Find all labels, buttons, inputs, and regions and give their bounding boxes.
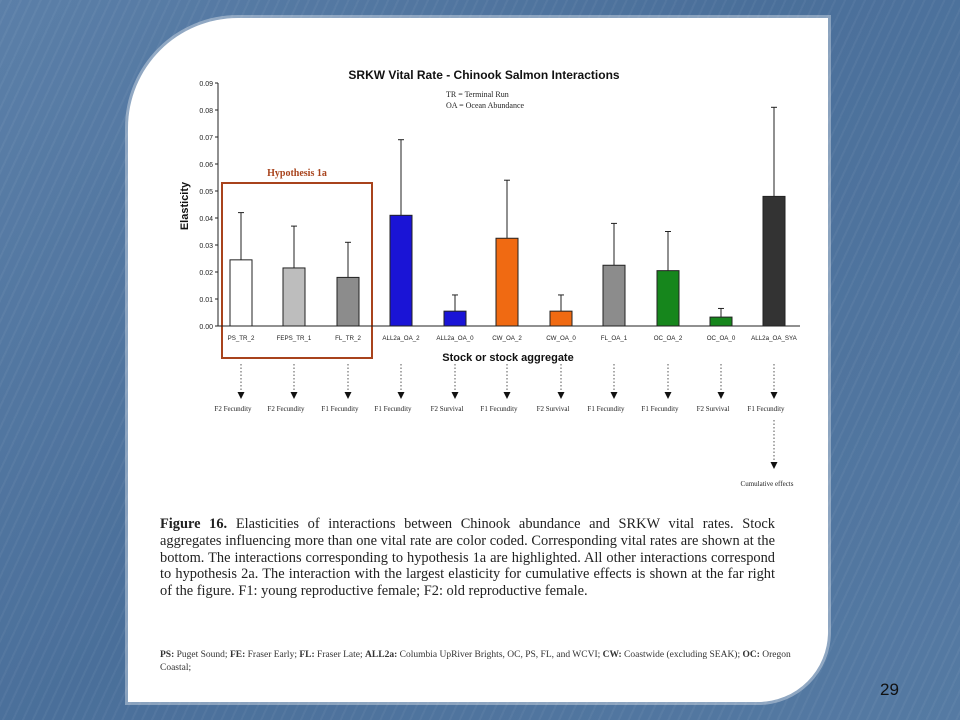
arrow-head <box>664 392 672 399</box>
arrow-head <box>717 392 725 399</box>
bar <box>709 316 733 327</box>
figure-caption: Figure 16. Elasticities of interactions … <box>160 516 775 600</box>
fl-val: Fraser Late; <box>317 650 363 660</box>
category-label: OC_OA_0 <box>707 335 736 342</box>
y-tick-label: 0.03 <box>199 243 213 250</box>
y-tick-label: 0.06 <box>199 162 213 169</box>
cw-val: Coastwide (excluding SEAK); <box>624 650 741 660</box>
arrow-head <box>397 392 405 399</box>
category-label: ALL2a_OA_0 <box>436 335 474 342</box>
category-label: OC_OA_2 <box>654 335 683 342</box>
vital-rate-label: F1 Fecundity <box>374 405 412 413</box>
ps-key: PS: <box>160 650 175 660</box>
y-tick-label: 0.04 <box>199 216 213 223</box>
arrow-head <box>237 392 245 399</box>
all-key: ALL2a: <box>365 650 398 660</box>
vital-rate-label: F1 Fecundity <box>321 405 359 413</box>
y-tick-label: 0.00 <box>199 324 213 331</box>
y-axis-label: Elasticity <box>179 181 191 230</box>
oc-key: OC: <box>742 650 760 660</box>
x-axis-label: Stock or stock aggregate <box>442 352 573 364</box>
arrow-head <box>770 392 778 399</box>
category-label: FL_TR_2 <box>335 335 361 342</box>
vital-rate-label: F2 Fecundity <box>267 405 305 413</box>
bar <box>656 270 680 327</box>
bar <box>443 310 467 327</box>
category-label: FEPS_TR_1 <box>277 335 312 342</box>
figure-label: Figure 16. <box>160 516 228 532</box>
vital-rate-label: F1 Fecundity <box>480 405 518 413</box>
fl-key: FL: <box>299 650 315 660</box>
arrow-head <box>557 392 565 399</box>
y-tick-label: 0.08 <box>199 108 213 115</box>
y-tick-label: 0.01 <box>199 297 213 304</box>
bar <box>549 310 573 327</box>
y-tick-label: 0.05 <box>199 189 213 196</box>
category-label: CW_OA_2 <box>492 335 522 342</box>
category-label: FL_OA_1 <box>601 335 628 342</box>
arrow-head <box>503 392 511 399</box>
bar <box>229 259 253 327</box>
vital-rate-label: F2 Fecundity <box>214 405 252 413</box>
figure-card <box>128 18 828 702</box>
bar <box>282 267 306 327</box>
y-tick-label: 0.07 <box>199 135 213 142</box>
abbreviation-footnote: PS: Puget Sound; FE: Fraser Early; FL: F… <box>160 649 800 675</box>
hypothesis-label: Hypothesis 1a <box>267 168 327 179</box>
fe-key: FE: <box>229 650 246 660</box>
all-val: Columbia UpRiver Brights, OC, PS, FL, an… <box>399 650 601 660</box>
chart-title: SRKW Vital Rate - Chinook Salmon Interac… <box>348 68 619 82</box>
oc-val: Oregon Coastal; <box>160 650 791 673</box>
cumulative-arrow-head <box>770 462 778 469</box>
cw-key: CW: <box>602 650 622 660</box>
hypothesis-box <box>221 182 373 359</box>
category-label: CW_OA_0 <box>546 335 576 342</box>
vital-rate-label: F1 Fecundity <box>587 405 625 413</box>
bar <box>602 264 626 327</box>
legend-note-tr: TR = Terminal Run <box>446 90 509 99</box>
bar <box>336 276 360 327</box>
arrow-head <box>344 392 352 399</box>
figure-caption-text: Elasticities of interactions between Chi… <box>160 516 775 600</box>
y-tick-label: 0.02 <box>199 270 213 277</box>
arrow-head <box>610 392 618 399</box>
vital-rate-label: F1 Fecundity <box>747 405 785 413</box>
bar <box>762 195 786 327</box>
category-label: PS_TR_2 <box>228 335 255 342</box>
category-label: ALL2a_OA_2 <box>382 335 420 342</box>
slide-number: 29 <box>880 680 899 699</box>
legend-note-oa: OA = Ocean Abundance <box>446 101 524 110</box>
arrow-head <box>290 392 298 399</box>
bar <box>495 237 519 327</box>
cumulative-effects-label: Cumulative effects <box>741 480 794 488</box>
fe-val: Fraser Early; <box>247 650 297 660</box>
ps-val: Puget Sound; <box>176 650 228 660</box>
arrow-head <box>451 392 459 399</box>
bar <box>389 214 413 327</box>
vital-rate-label: F2 Survival <box>431 405 464 413</box>
vital-rate-label: F2 Survival <box>537 405 570 413</box>
category-label: ALL2a_OA_SYA <box>751 335 798 342</box>
vital-rate-label: F1 Fecundity <box>641 405 679 413</box>
y-tick-label: 0.09 <box>199 81 213 88</box>
vital-rate-label: F2 Survival <box>697 405 730 413</box>
